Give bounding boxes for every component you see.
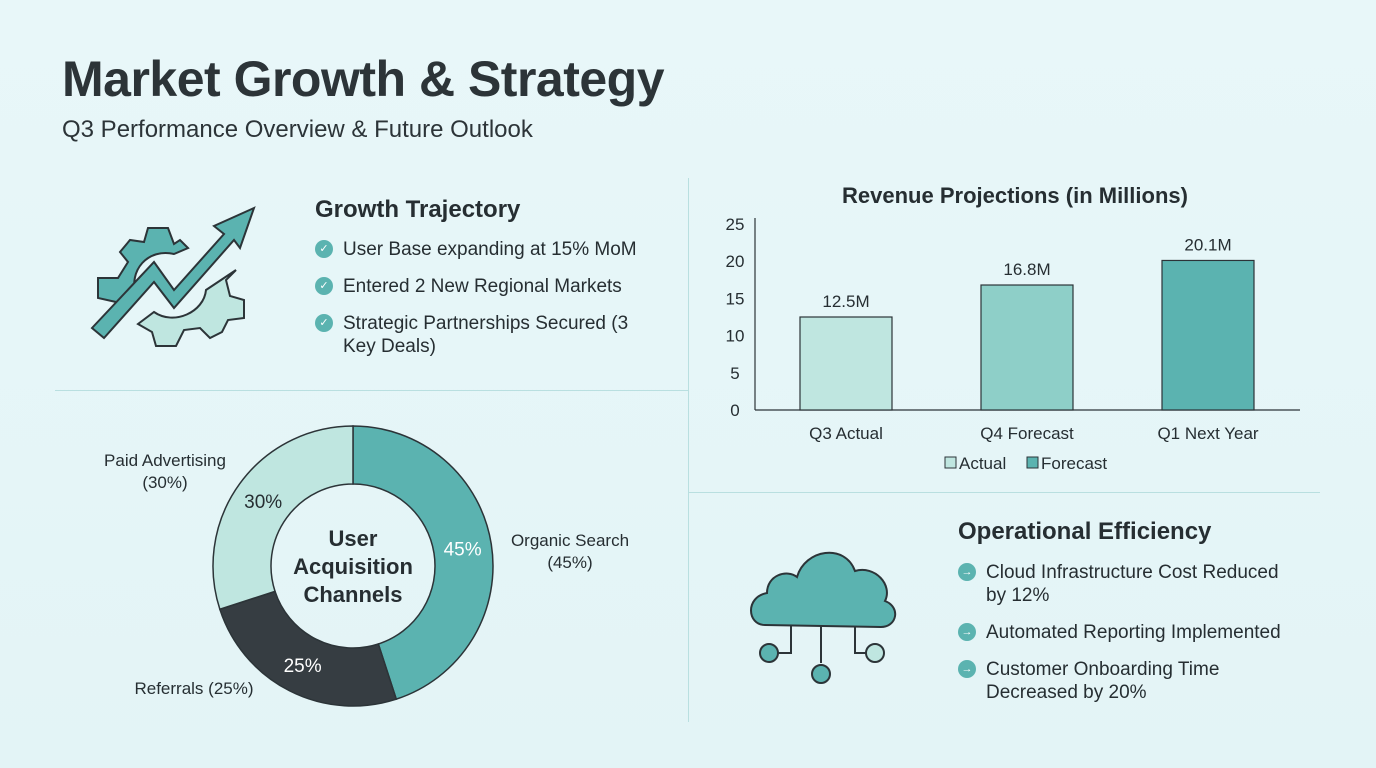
growth-title: Growth Trajectory xyxy=(315,196,521,223)
bar xyxy=(799,316,893,411)
y-tick-label: 10 xyxy=(726,327,745,346)
arrow-right-icon: → xyxy=(958,660,976,678)
x-tick-label: Q4 Forecast xyxy=(980,424,1074,443)
y-tick-label: 0 xyxy=(730,401,739,420)
check-icon: ✓ xyxy=(315,314,333,332)
list-item: → Cloud Infrastructure Cost Reduced by 12… xyxy=(958,561,1318,607)
growth-list: ✓ User Base expanding at 15% MoM ✓ Entered… xyxy=(315,238,655,372)
slice-percent: 25% xyxy=(284,656,322,677)
legend-swatch xyxy=(944,456,957,469)
slice-label: Referrals (25%) xyxy=(134,679,253,698)
y-tick-label: 15 xyxy=(726,289,745,308)
right-divider xyxy=(688,492,1320,493)
chart-title: Revenue Projections (in Millions) xyxy=(842,183,1188,208)
slice-label: Organic Search (45%) xyxy=(511,531,629,572)
donut-slice xyxy=(212,425,354,611)
list-item: ✓ Entered 2 New Regional Markets xyxy=(315,275,655,298)
vertical-divider xyxy=(688,178,689,722)
check-icon: ✓ xyxy=(315,277,333,295)
donut-center-title: User Acquisition Channels xyxy=(293,526,413,607)
left-divider xyxy=(55,390,688,391)
legend-label: Forecast xyxy=(1041,454,1107,473)
data-label: 20.1M xyxy=(1184,235,1231,254)
efficiency-list: → Cloud Infrastructure Cost Reduced by 12… xyxy=(958,561,1318,718)
legend-label: Actual xyxy=(959,454,1006,473)
list-item: ✓ Strategic Partnerships Secured (3 Key D… xyxy=(315,312,655,358)
donut-slice xyxy=(218,590,398,707)
list-item: → Automated Reporting Implemented xyxy=(958,621,1318,644)
x-tick-label: Q3 Actual xyxy=(809,424,883,443)
revenue-bar-chart: Revenue Projections (in Millions) 0 5 10 15… xyxy=(726,183,1300,473)
x-tick-label: Q1 Next Year xyxy=(1157,424,1258,443)
acquisition-donut-chart: 45% Organic Search (45%) 25% Referrals (25%)… xyxy=(104,425,629,707)
y-tick-label: 25 xyxy=(726,215,745,234)
slice-label: Paid Advertising (30%) xyxy=(104,451,226,492)
slice-percent: 45% xyxy=(444,540,482,561)
legend-swatch xyxy=(1026,456,1039,469)
slice-percent: 30% xyxy=(244,492,282,513)
page-subtitle: Q3 Performance Overview & Future Outlook xyxy=(62,116,533,143)
cloud-network-icon xyxy=(750,551,896,684)
arrow-right-icon: → xyxy=(958,563,976,581)
y-tick-label: 20 xyxy=(726,252,745,271)
check-icon: ✓ xyxy=(315,240,333,258)
data-label: 16.8M xyxy=(1003,260,1050,279)
gear-growth-arrow-icon xyxy=(90,206,256,347)
list-item: ✓ User Base expanding at 15% MoM xyxy=(315,238,655,261)
bar xyxy=(980,284,1074,411)
y-tick-label: 5 xyxy=(730,364,739,383)
page-title: Market Growth & Strategy xyxy=(62,51,665,107)
bar xyxy=(1161,259,1255,411)
donut-slice xyxy=(352,425,494,701)
efficiency-title: Operational Efficiency xyxy=(958,518,1212,545)
arrow-right-icon: → xyxy=(958,623,976,641)
data-label: 12.5M xyxy=(822,292,869,311)
list-item: → Customer Onboarding Time Decreased by 2… xyxy=(958,658,1318,704)
